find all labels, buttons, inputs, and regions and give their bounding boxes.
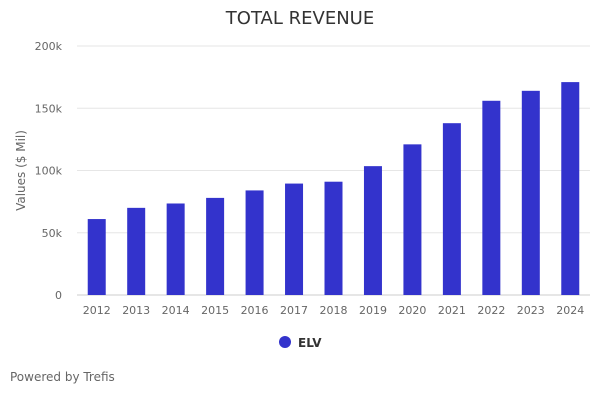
legend-label[interactable]: ELV	[298, 336, 322, 350]
x-tick-label: 2018	[320, 304, 348, 317]
x-tick-label: 2023	[517, 304, 545, 317]
legend[interactable]: ELV	[279, 336, 322, 350]
x-tick-label: 2019	[359, 304, 387, 317]
axis-labels: 0 50k 100k 150k 200k Values ($ Mil) 2012 2013 20…	[14, 40, 584, 317]
bar-2019[interactable]	[363, 166, 382, 295]
bar-2012[interactable]	[87, 219, 106, 295]
bar-2022[interactable]	[482, 100, 501, 295]
chart-title: TOTAL REVENUE	[225, 8, 375, 29]
x-tick-label: 2012	[83, 304, 111, 317]
x-tick-label: 2020	[398, 304, 426, 317]
y-tick-label: 0	[55, 289, 62, 302]
y-tick-label: 200k	[35, 40, 63, 53]
bar-2014[interactable]	[166, 203, 185, 295]
bar-2015[interactable]	[206, 197, 225, 295]
x-tick-label: 2024	[556, 304, 584, 317]
y-axis-title: Values ($ Mil)	[14, 130, 28, 211]
bar-2017[interactable]	[285, 183, 304, 295]
bar-2018[interactable]	[324, 181, 343, 295]
bar-2013[interactable]	[127, 207, 146, 295]
x-tick-label: 2021	[438, 304, 466, 317]
x-tick-label: 2022	[477, 304, 505, 317]
bar-2016[interactable]	[245, 190, 264, 295]
bar-2020[interactable]	[403, 144, 422, 295]
x-tick-label: 2015	[201, 304, 229, 317]
x-tick-label: 2016	[241, 304, 269, 317]
legend-marker[interactable]	[279, 336, 291, 348]
y-tick-label: 100k	[35, 165, 63, 178]
x-tick-label: 2013	[122, 304, 150, 317]
x-tick-label: 2017	[280, 304, 308, 317]
bar-2021[interactable]	[442, 123, 461, 295]
bars	[87, 82, 580, 295]
y-tick-label: 50k	[42, 227, 63, 240]
bar-2024[interactable]	[561, 82, 580, 295]
y-tick-label: 150k	[35, 102, 63, 115]
x-tick-label: 2014	[162, 304, 190, 317]
credits-link[interactable]: Powered by Trefis	[10, 370, 115, 384]
bar-2023[interactable]	[521, 90, 540, 295]
